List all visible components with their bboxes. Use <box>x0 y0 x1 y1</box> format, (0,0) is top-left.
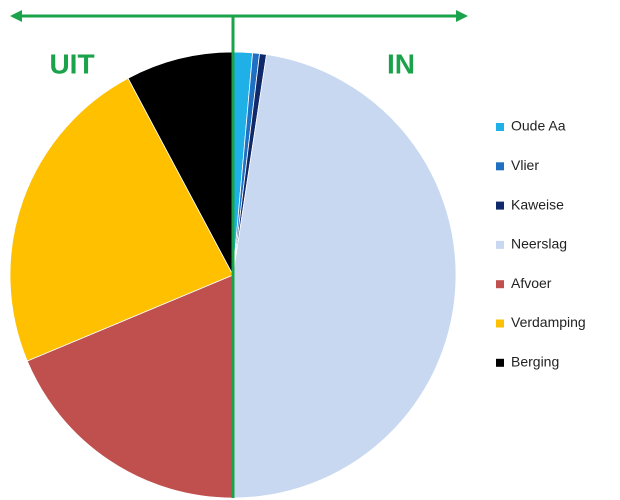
pie-slice <box>9 77 234 362</box>
legend-label: Vlier <box>511 157 539 173</box>
legend-swatch <box>496 162 504 171</box>
legend-swatch <box>496 123 504 131</box>
legend-swatch <box>496 240 504 249</box>
pie-slice <box>26 274 234 499</box>
annotation: UIT <box>49 48 94 79</box>
legend-swatch <box>496 201 504 210</box>
pie <box>9 51 457 499</box>
legend-label: Oude Aa <box>511 118 566 134</box>
legend-label: Afvoer <box>511 275 552 291</box>
arrow-head <box>10 10 22 22</box>
pie-slice <box>232 54 457 499</box>
legend-label: Kaweise <box>511 196 564 212</box>
legend-swatch <box>496 358 504 367</box>
legend-label: Verdamping <box>511 314 586 330</box>
legend-label: Neerslag <box>511 236 567 252</box>
legend-swatch <box>496 319 504 328</box>
annotation: IN <box>387 48 415 79</box>
arrow-head <box>456 10 468 22</box>
legend-label: Berging <box>511 354 559 370</box>
legend-swatch <box>496 280 504 289</box>
pie-slice <box>127 51 234 276</box>
